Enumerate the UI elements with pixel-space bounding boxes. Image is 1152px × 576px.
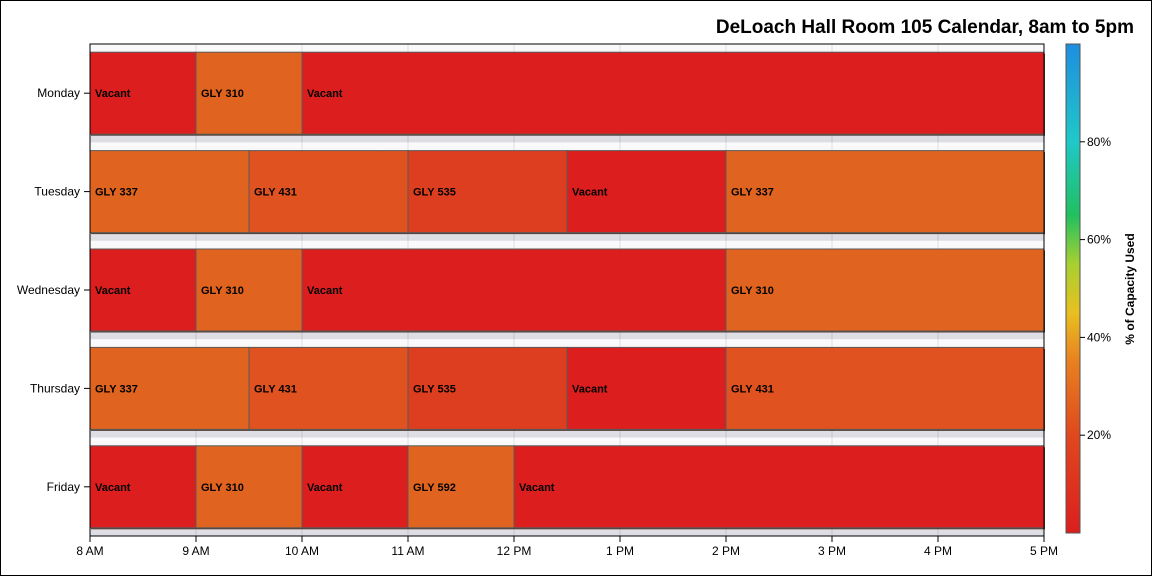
x-tick-label: 10 AM [285,544,319,558]
x-tick-label: 1 PM [606,544,634,558]
x-tick-label: 11 AM [391,544,424,558]
schedule-bar [407,150,568,234]
colorbar-ramp [1065,43,1081,534]
colorbar-tick-label: 80% [1087,135,1111,149]
bar-label: Vacant [519,482,555,494]
schedule-bar [89,346,250,430]
schedule-bar [566,150,727,234]
bar-label: Vacant [95,482,131,494]
y-tick-label: Tuesday [34,185,80,199]
bar-label: GLY 337 [95,383,138,395]
bar-label: GLY 592 [413,482,456,494]
schedule-bar [89,248,197,332]
bar-label: Vacant [95,285,131,297]
bar-label: Vacant [307,285,343,297]
colorbar-title: % of Capacity Used [1123,233,1137,344]
x-tick-label: 9 AM [182,544,209,558]
x-tick-label: 2 PM [712,544,740,558]
bar-label: GLY 310 [201,482,244,494]
bar-label: GLY 310 [201,88,244,100]
y-tick-label: Thursday [30,381,80,395]
y-tick-label: Wednesday [17,283,80,297]
bar-label: GLY 431 [731,383,774,395]
schedule-bar [513,445,1045,529]
bar-label: GLY 431 [254,187,297,199]
y-tick-label: Friday [47,480,80,494]
bar-label: Vacant [307,482,343,494]
bar-label: GLY 310 [201,285,244,297]
colorbar-tick-label: 20% [1087,428,1111,442]
schedule-bar [725,248,1045,332]
bar-label: GLY 337 [95,187,138,199]
bar-label: GLY 535 [413,383,456,395]
bar-label: Vacant [95,88,131,100]
schedule-bar [725,150,1045,234]
schedule-bar [195,445,303,529]
bar-label: GLY 310 [731,285,774,297]
bar-label: GLY 431 [254,383,297,395]
x-tick-label: 4 PM [924,544,952,558]
schedule-bar [301,445,409,529]
x-tick-label: 8 AM [76,544,103,558]
bar-label: Vacant [307,88,343,100]
x-tick-label: 5 PM [1030,544,1058,558]
y-tick-label: Monday [37,86,80,100]
schedule-bar [725,346,1045,430]
schedule-bar [566,346,727,430]
schedule-bar [248,150,409,234]
bar-label: Vacant [572,187,608,199]
schedule-bar [248,346,409,430]
schedule-bar [89,445,197,529]
chart-title: DeLoach Hall Room 105 Calendar, 8am to 5… [716,17,1134,38]
schedule-bar [407,346,568,430]
bar-label: GLY 337 [731,187,774,199]
schedule-bar [301,51,1045,135]
colorbar-tick-label: 40% [1087,330,1111,344]
schedule-bar [407,445,515,529]
colorbar-tick-label: 60% [1087,233,1111,247]
bar-label: GLY 535 [413,187,456,199]
bar-label: Vacant [572,383,608,395]
schedule-bar [301,248,727,332]
schedule-bar [195,51,303,135]
x-tick-label: 12 PM [497,544,532,558]
x-tick-label: 3 PM [818,544,846,558]
